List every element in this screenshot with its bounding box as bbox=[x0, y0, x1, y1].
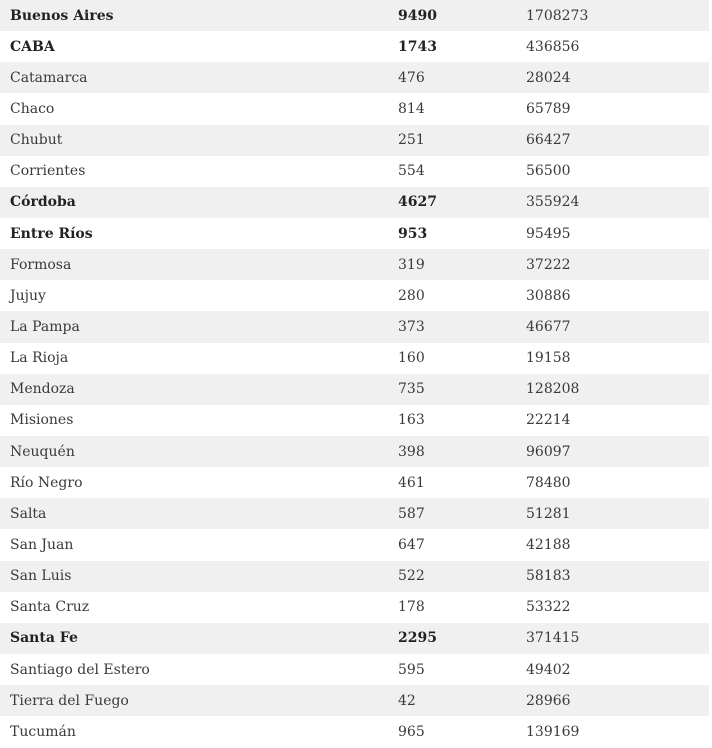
value1-cell: 554 bbox=[398, 163, 425, 180]
value2-cell: 371415 bbox=[526, 630, 580, 647]
value2-cell: 28024 bbox=[526, 69, 571, 86]
value1-cell: 163 bbox=[398, 412, 425, 429]
province-cell: Catamarca bbox=[10, 69, 88, 86]
table-row: Chubut 251 66427 bbox=[0, 124, 709, 156]
value1-cell: 587 bbox=[398, 505, 425, 522]
table-row: Chaco 814 65789 bbox=[0, 93, 709, 124]
province-cell: Tucumán bbox=[10, 723, 76, 740]
province-cell: Chubut bbox=[10, 132, 63, 149]
table-row: Entre Ríos 953 95495 bbox=[0, 218, 709, 249]
province-cell: San Luis bbox=[10, 568, 72, 585]
value2-cell: 51281 bbox=[526, 505, 571, 522]
province-cell: Buenos Aires bbox=[10, 7, 114, 24]
value1-cell: 160 bbox=[398, 350, 425, 367]
value2-cell: 436856 bbox=[526, 38, 580, 55]
province-cell: Formosa bbox=[10, 256, 72, 273]
value1-cell: 522 bbox=[398, 568, 425, 585]
province-cell: Santiago del Estero bbox=[10, 661, 150, 678]
value2-cell: 42188 bbox=[526, 536, 571, 553]
province-cell: San Juan bbox=[10, 536, 74, 553]
province-cell: La Pampa bbox=[10, 318, 80, 335]
value1-cell: 251 bbox=[398, 132, 425, 149]
value2-cell: 1708273 bbox=[526, 7, 589, 24]
province-cell: Santa Cruz bbox=[10, 599, 90, 616]
province-cell: Salta bbox=[10, 505, 47, 522]
table-row: Formosa 319 37222 bbox=[0, 249, 709, 281]
value2-cell: 355924 bbox=[526, 194, 580, 211]
table-row: Jujuy 280 30886 bbox=[0, 280, 709, 311]
value1-cell: 965 bbox=[398, 723, 425, 740]
value2-cell: 46677 bbox=[526, 318, 571, 335]
province-cell: Tierra del Fuego bbox=[10, 692, 129, 709]
table-row: La Rioja 160 19158 bbox=[0, 343, 709, 374]
value1-cell: 178 bbox=[398, 599, 425, 616]
value1-cell: 9490 bbox=[398, 7, 437, 24]
table-row: Corrientes 554 56500 bbox=[0, 156, 709, 187]
province-cell: Mendoza bbox=[10, 381, 75, 398]
table-row: La Pampa 373 46677 bbox=[0, 311, 709, 343]
value1-cell: 595 bbox=[398, 661, 425, 678]
value1-cell: 647 bbox=[398, 536, 425, 553]
table-row: Tucumán 965 139169 bbox=[0, 716, 709, 747]
table-row: San Luis 522 58183 bbox=[0, 560, 709, 592]
province-cell: Entre Ríos bbox=[10, 225, 93, 242]
value1-cell: 953 bbox=[398, 225, 428, 242]
value1-cell: 373 bbox=[398, 318, 425, 335]
value2-cell: 37222 bbox=[526, 256, 571, 273]
province-cell: CABA bbox=[10, 38, 55, 55]
value2-cell: 49402 bbox=[526, 661, 571, 678]
table-row: Tierra del Fuego 42 28966 bbox=[0, 685, 709, 717]
table-row: Mendoza 735 128208 bbox=[0, 373, 709, 405]
table-row: Río Negro 461 78480 bbox=[0, 467, 709, 498]
province-cell: La Rioja bbox=[10, 350, 69, 367]
value1-cell: 4627 bbox=[398, 194, 437, 211]
province-cell: Jujuy bbox=[10, 287, 46, 304]
value2-cell: 96097 bbox=[526, 443, 571, 460]
table-row: Neuquén 398 96097 bbox=[0, 435, 709, 468]
value1-cell: 476 bbox=[398, 69, 425, 86]
value2-cell: 53322 bbox=[526, 599, 571, 616]
value2-cell: 19158 bbox=[526, 350, 571, 367]
value2-cell: 22214 bbox=[526, 412, 571, 429]
province-cell: Misiones bbox=[10, 412, 74, 429]
table-row: CABA 1743 436856 bbox=[0, 31, 709, 62]
value1-cell: 2295 bbox=[398, 630, 437, 647]
province-cell: Río Negro bbox=[10, 474, 83, 491]
table-row: Córdoba 4627 355924 bbox=[0, 186, 709, 218]
province-cell: Chaco bbox=[10, 100, 55, 117]
value2-cell: 128208 bbox=[526, 381, 580, 398]
province-cell: Córdoba bbox=[10, 194, 76, 211]
value1-cell: 735 bbox=[398, 381, 425, 398]
table-row: Catamarca 476 28024 bbox=[0, 62, 709, 94]
value1-cell: 42 bbox=[398, 692, 416, 709]
table-row: Misiones 163 22214 bbox=[0, 405, 709, 436]
value2-cell: 66427 bbox=[526, 132, 571, 149]
value1-cell: 319 bbox=[398, 256, 425, 273]
value1-cell: 1743 bbox=[398, 38, 437, 55]
value2-cell: 65789 bbox=[526, 100, 571, 117]
table-row: Santiago del Estero 595 49402 bbox=[0, 654, 709, 685]
province-cell: Corrientes bbox=[10, 163, 86, 180]
value2-cell: 78480 bbox=[526, 474, 571, 491]
table-row: Santa Cruz 178 53322 bbox=[0, 592, 709, 623]
province-cell: Neuquén bbox=[10, 443, 75, 460]
province-cell: Santa Fe bbox=[10, 630, 78, 647]
value1-cell: 398 bbox=[398, 443, 425, 460]
table-row: Buenos Aires 9490 1708273 bbox=[0, 0, 709, 32]
value2-cell: 139169 bbox=[526, 723, 580, 740]
value2-cell: 56500 bbox=[526, 163, 571, 180]
value2-cell: 30886 bbox=[526, 287, 571, 304]
table-row: Salta 587 51281 bbox=[0, 498, 709, 530]
value1-cell: 814 bbox=[398, 100, 425, 117]
value1-cell: 461 bbox=[398, 474, 425, 491]
value2-cell: 58183 bbox=[526, 568, 571, 585]
value2-cell: 95495 bbox=[526, 225, 571, 242]
table-row: San Juan 647 42188 bbox=[0, 529, 709, 560]
value1-cell: 280 bbox=[398, 287, 425, 304]
value2-cell: 28966 bbox=[526, 692, 571, 709]
table-row: Santa Fe 2295 371415 bbox=[0, 622, 709, 654]
